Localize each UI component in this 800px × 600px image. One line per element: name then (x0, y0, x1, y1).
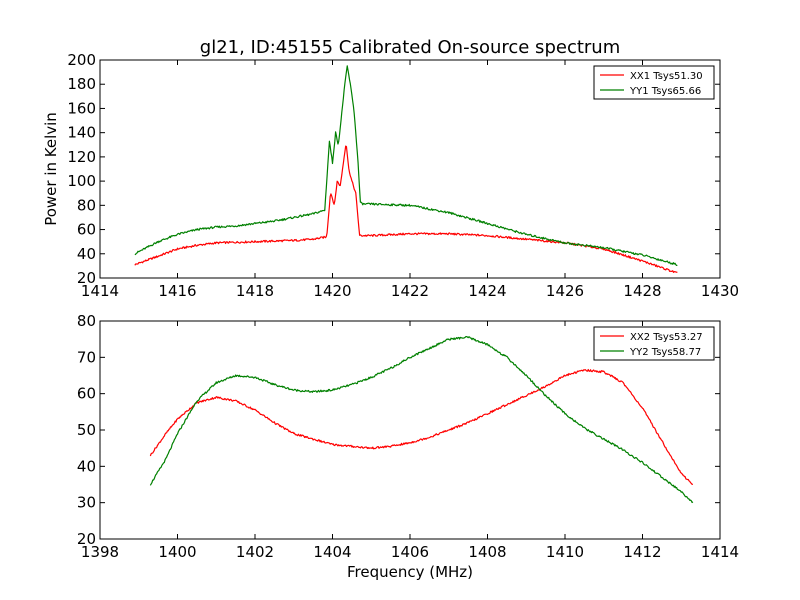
x-tick-label: 1414 (81, 282, 119, 300)
legend: XX2 Tsys53.27 YY2 Tsys58.77 (593, 326, 715, 361)
legend-box (593, 326, 715, 361)
x-tick-label: 1424 (468, 282, 506, 300)
y-tick-label: 100 (67, 172, 96, 190)
y-tick-label: 60 (77, 385, 96, 403)
x-tick-label: 1430 (701, 282, 739, 300)
y-tick-label: 180 (67, 75, 96, 93)
panel-bottom: 1398 1400 1402 1404 1406 1408 1410 1412 1414 20 30… (77, 312, 739, 561)
x-tick-label: 1406 (391, 543, 429, 561)
y-tick-label: 80 (77, 196, 96, 214)
series-line-xx2 (149, 368, 693, 485)
legend-box (593, 65, 715, 100)
x-tick-label: 1408 (468, 543, 506, 561)
x-tick-label: 1420 (313, 282, 351, 300)
bottom-x-axis-label: Frequency (MHz) (347, 563, 473, 581)
legend-label: YY1 Tsys65.66 (629, 86, 701, 97)
x-tick-label: 1426 (546, 282, 584, 300)
legend-label: XX2 Tsys53.27 (630, 332, 703, 343)
y-tick-label: 40 (77, 245, 96, 263)
y-tick-label: 200 (67, 51, 96, 69)
x-tick-label: 1428 (623, 282, 661, 300)
x-tick-label: 1402 (236, 543, 274, 561)
x-tick-label: 1414 (701, 543, 739, 561)
y-tick-label: 160 (67, 99, 96, 117)
y-tick-label: 20 (77, 269, 96, 287)
y-tick-label: 20 (77, 530, 96, 548)
chart-title: gl21, ID:45155 Calibrated On-source spec… (200, 37, 620, 58)
x-tick-label: 1422 (391, 282, 429, 300)
legend-label: YY2 Tsys58.77 (629, 347, 701, 358)
panel-top: 1414 1416 1418 1420 1422 1424 1426 1428 1430 20 40… (67, 51, 739, 300)
x-tick-label: 1412 (623, 543, 661, 561)
x-tick-label: 1400 (158, 543, 196, 561)
series-line-yy1 (134, 65, 678, 267)
y-tick-label: 80 (77, 312, 96, 330)
y-tick-label: 70 (77, 348, 96, 366)
legend-label: XX1 Tsys51.30 (630, 71, 703, 82)
top-y-axis-label: Power in Kelvin (42, 112, 60, 226)
y-tick-label: 60 (77, 221, 96, 239)
series-layer (134, 65, 678, 273)
y-tick-label: 140 (67, 124, 96, 142)
x-tick-label: 1410 (546, 543, 584, 561)
plot-layer: 1414 1416 1418 1420 1422 1424 1426 1428 1430 20 40… (67, 51, 739, 561)
y-tick-label: 50 (77, 421, 96, 439)
y-tick-label: 40 (77, 457, 96, 475)
x-tick-label: 1404 (313, 543, 351, 561)
series-layer (149, 335, 694, 504)
legend: XX1 Tsys51.30 YY1 Tsys65.66 (593, 65, 715, 100)
x-tick-label: 1416 (158, 282, 196, 300)
x-tick-label: 1418 (236, 282, 274, 300)
x-tick-label: 1398 (81, 543, 119, 561)
series-line-yy2 (149, 335, 694, 504)
y-tick-label: 30 (77, 494, 96, 512)
y-tick-label: 120 (67, 148, 96, 166)
